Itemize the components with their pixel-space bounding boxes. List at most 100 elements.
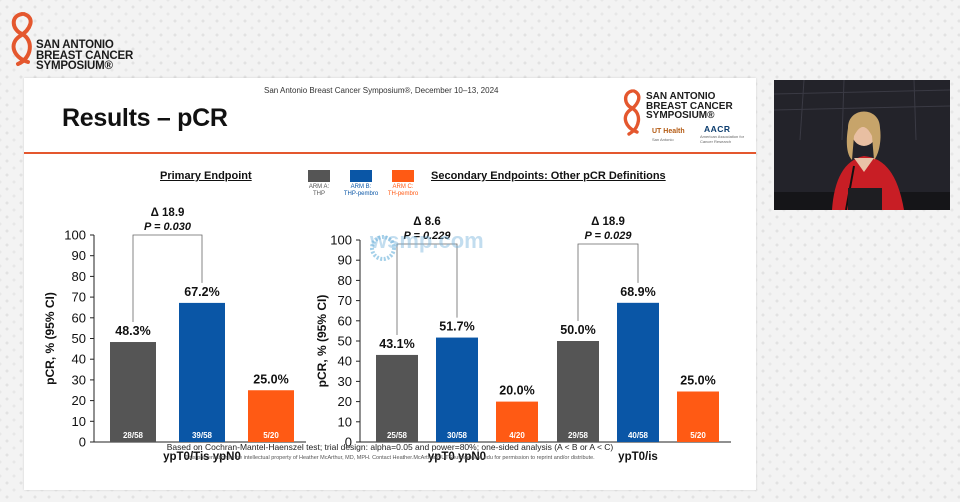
y-tick-label: 60 [338, 313, 352, 328]
legend-swatch [350, 170, 372, 182]
bar-arm-a [376, 354, 418, 442]
bar-count-label: 39/58 [192, 431, 213, 440]
logo-line: BREAST CANCER [36, 49, 134, 62]
slide-header: San Antonio Breast Cancer Symposium®, De… [264, 86, 499, 95]
y-tick-label: 20 [338, 394, 352, 409]
watermark: wsmp.com [370, 228, 484, 253]
legend-label-line: ARM A: [308, 184, 330, 190]
bar-arm-c [248, 390, 294, 442]
legend: ARM A: THP ARM B: THP-pembro ARM C: TH-p… [296, 170, 426, 206]
y-tick-label: 80 [72, 269, 86, 284]
legend-label: ARM B: THP-pembro [338, 184, 384, 198]
presentation-slide: San Antonio Breast Cancer Symposium®, De… [24, 78, 756, 490]
watermark-ring-icon [370, 235, 396, 261]
y-axis-label: pCR, % (95% CI) [43, 292, 57, 385]
y-tick-label: 10 [338, 414, 352, 429]
footnote: Based on Cochran-Mantel-Haenszel test; t… [166, 442, 614, 452]
slide-logo: SAN ANTONIO BREAST CANCER SYMPOSIUM® UT … [620, 88, 750, 150]
legend-label-line: TH-pembro [387, 191, 419, 197]
y-tick-label: 40 [72, 352, 86, 367]
comparison-delta: Δ 8.6 [413, 216, 440, 228]
logo-line: SYMPOSIUM® [36, 60, 113, 72]
legend-label: ARM A: THP [296, 184, 342, 198]
conference-logo-text: SAN ANTONIO BREAST CANCER SYMPOSIUM® [36, 40, 133, 72]
bar-arm-c [496, 401, 538, 442]
y-tick-label: 60 [72, 310, 86, 325]
comparison-bracket [577, 243, 639, 321]
legend-label-line: THP-pembro [343, 191, 379, 197]
slide-logo-text: SAN ANTONIO BREAST CANCER SYMPOSIUM® [646, 92, 733, 121]
y-tick-label: 100 [330, 233, 352, 248]
speaker-image [774, 80, 950, 210]
y-tick-label: 70 [72, 290, 86, 305]
y-axis-label: pCR, % (95% CI) [315, 295, 329, 388]
y-tick-label: 50 [72, 331, 86, 346]
x-category-label: ypT0/Tis ypN0 [163, 451, 241, 463]
ceiling-grid [774, 80, 950, 141]
aacr-logo: AACR [704, 124, 731, 134]
comparison-delta: Δ 18.9 [151, 207, 185, 219]
bar-count-label: 5/20 [690, 431, 706, 440]
comparison-delta: Δ 18.9 [591, 216, 625, 228]
x-category-label: ypT0 ypN0 [428, 451, 486, 463]
bar-arm-a [110, 342, 156, 442]
bar-value-label: 25.0% [680, 374, 715, 388]
y-tick-label: 80 [338, 273, 352, 288]
y-tick-label: 100 [64, 228, 86, 243]
y-tick-label: 40 [338, 354, 352, 369]
logo-line: SYMPOSIUM® [646, 110, 715, 121]
bar-count-label: 25/58 [387, 431, 408, 440]
ut-health-sub: San Antonio [652, 137, 674, 142]
bar-arm-b [617, 302, 659, 442]
comparison-pvalue: P = 0.030 [144, 221, 192, 233]
y-tick-label: 90 [72, 248, 86, 263]
comparison-bracket [396, 243, 458, 335]
speaker-video [774, 80, 950, 210]
bar-arm-c [677, 391, 719, 442]
bar-arm-b [179, 302, 225, 442]
y-tick-label: 70 [338, 293, 352, 308]
bar-value-label: 43.1% [379, 337, 414, 351]
aacr-sub: American Association for Cancer Research [700, 134, 745, 144]
comparison-bracket [132, 234, 203, 323]
y-tick-label: 30 [338, 374, 352, 389]
legend-item-arm-a: ARM A: THP [296, 170, 342, 198]
bar-value-label: 25.0% [253, 372, 288, 386]
legend-item-arm-b: ARM B: THP-pembro [338, 170, 384, 198]
legend-label-line: ARM B: [350, 184, 372, 190]
bar-count-label: 5/20 [263, 431, 279, 440]
legend-item-arm-c: ARM C: TH-pembro [380, 170, 426, 198]
y-tick-label: 20 [72, 393, 86, 408]
bar-value-label: 68.9% [620, 285, 655, 299]
bar-count-label: 40/58 [628, 431, 649, 440]
bar-value-label: 67.2% [184, 285, 219, 299]
legend-label: ARM C: TH-pembro [380, 184, 426, 198]
comparison-pvalue: P = 0.229 [404, 230, 452, 242]
x-category-label: ypT0/is [618, 451, 658, 463]
legend-swatch [392, 170, 414, 182]
bar-count-label: 28/58 [123, 431, 144, 440]
bar-value-label: 51.7% [439, 320, 474, 334]
bar-count-label: 29/58 [568, 431, 589, 440]
conference-logo: SAN ANTONIO BREAST CANCER SYMPOSIUM® [6, 10, 133, 72]
y-tick-label: 0 [79, 435, 86, 450]
bar-value-label: 50.0% [560, 323, 595, 337]
bar-arm-b [436, 337, 478, 442]
y-tick-label: 90 [338, 253, 352, 268]
y-tick-label: 0 [345, 435, 352, 450]
bar-value-label: 48.3% [115, 324, 150, 338]
title-divider [24, 152, 756, 154]
bar-value-label: 20.0% [499, 384, 534, 398]
y-tick-label: 50 [338, 334, 352, 349]
pcr-bar-charts: 0 10 20 30 40 50 60 70 80 90 100 pCR, % (95% CI) 48.… [43, 207, 731, 463]
y-tick-label: 30 [72, 372, 86, 387]
bar-count-label: 30/58 [447, 431, 468, 440]
disclaimer: This presentation is the intellectual pr… [185, 455, 595, 461]
logo-line: SAN ANTONIO [36, 39, 114, 51]
legend-label-line: ARM C: [392, 184, 414, 190]
secondary-endpoints-title: Secondary Endpoints: Other pCR Definitio… [431, 170, 666, 182]
bar-count-label: 4/20 [509, 431, 525, 440]
primary-endpoint-title: Primary Endpoint [160, 170, 252, 182]
logo-line: SAN ANTONIO [646, 91, 716, 102]
logo-line: BREAST CANCER [646, 100, 733, 112]
